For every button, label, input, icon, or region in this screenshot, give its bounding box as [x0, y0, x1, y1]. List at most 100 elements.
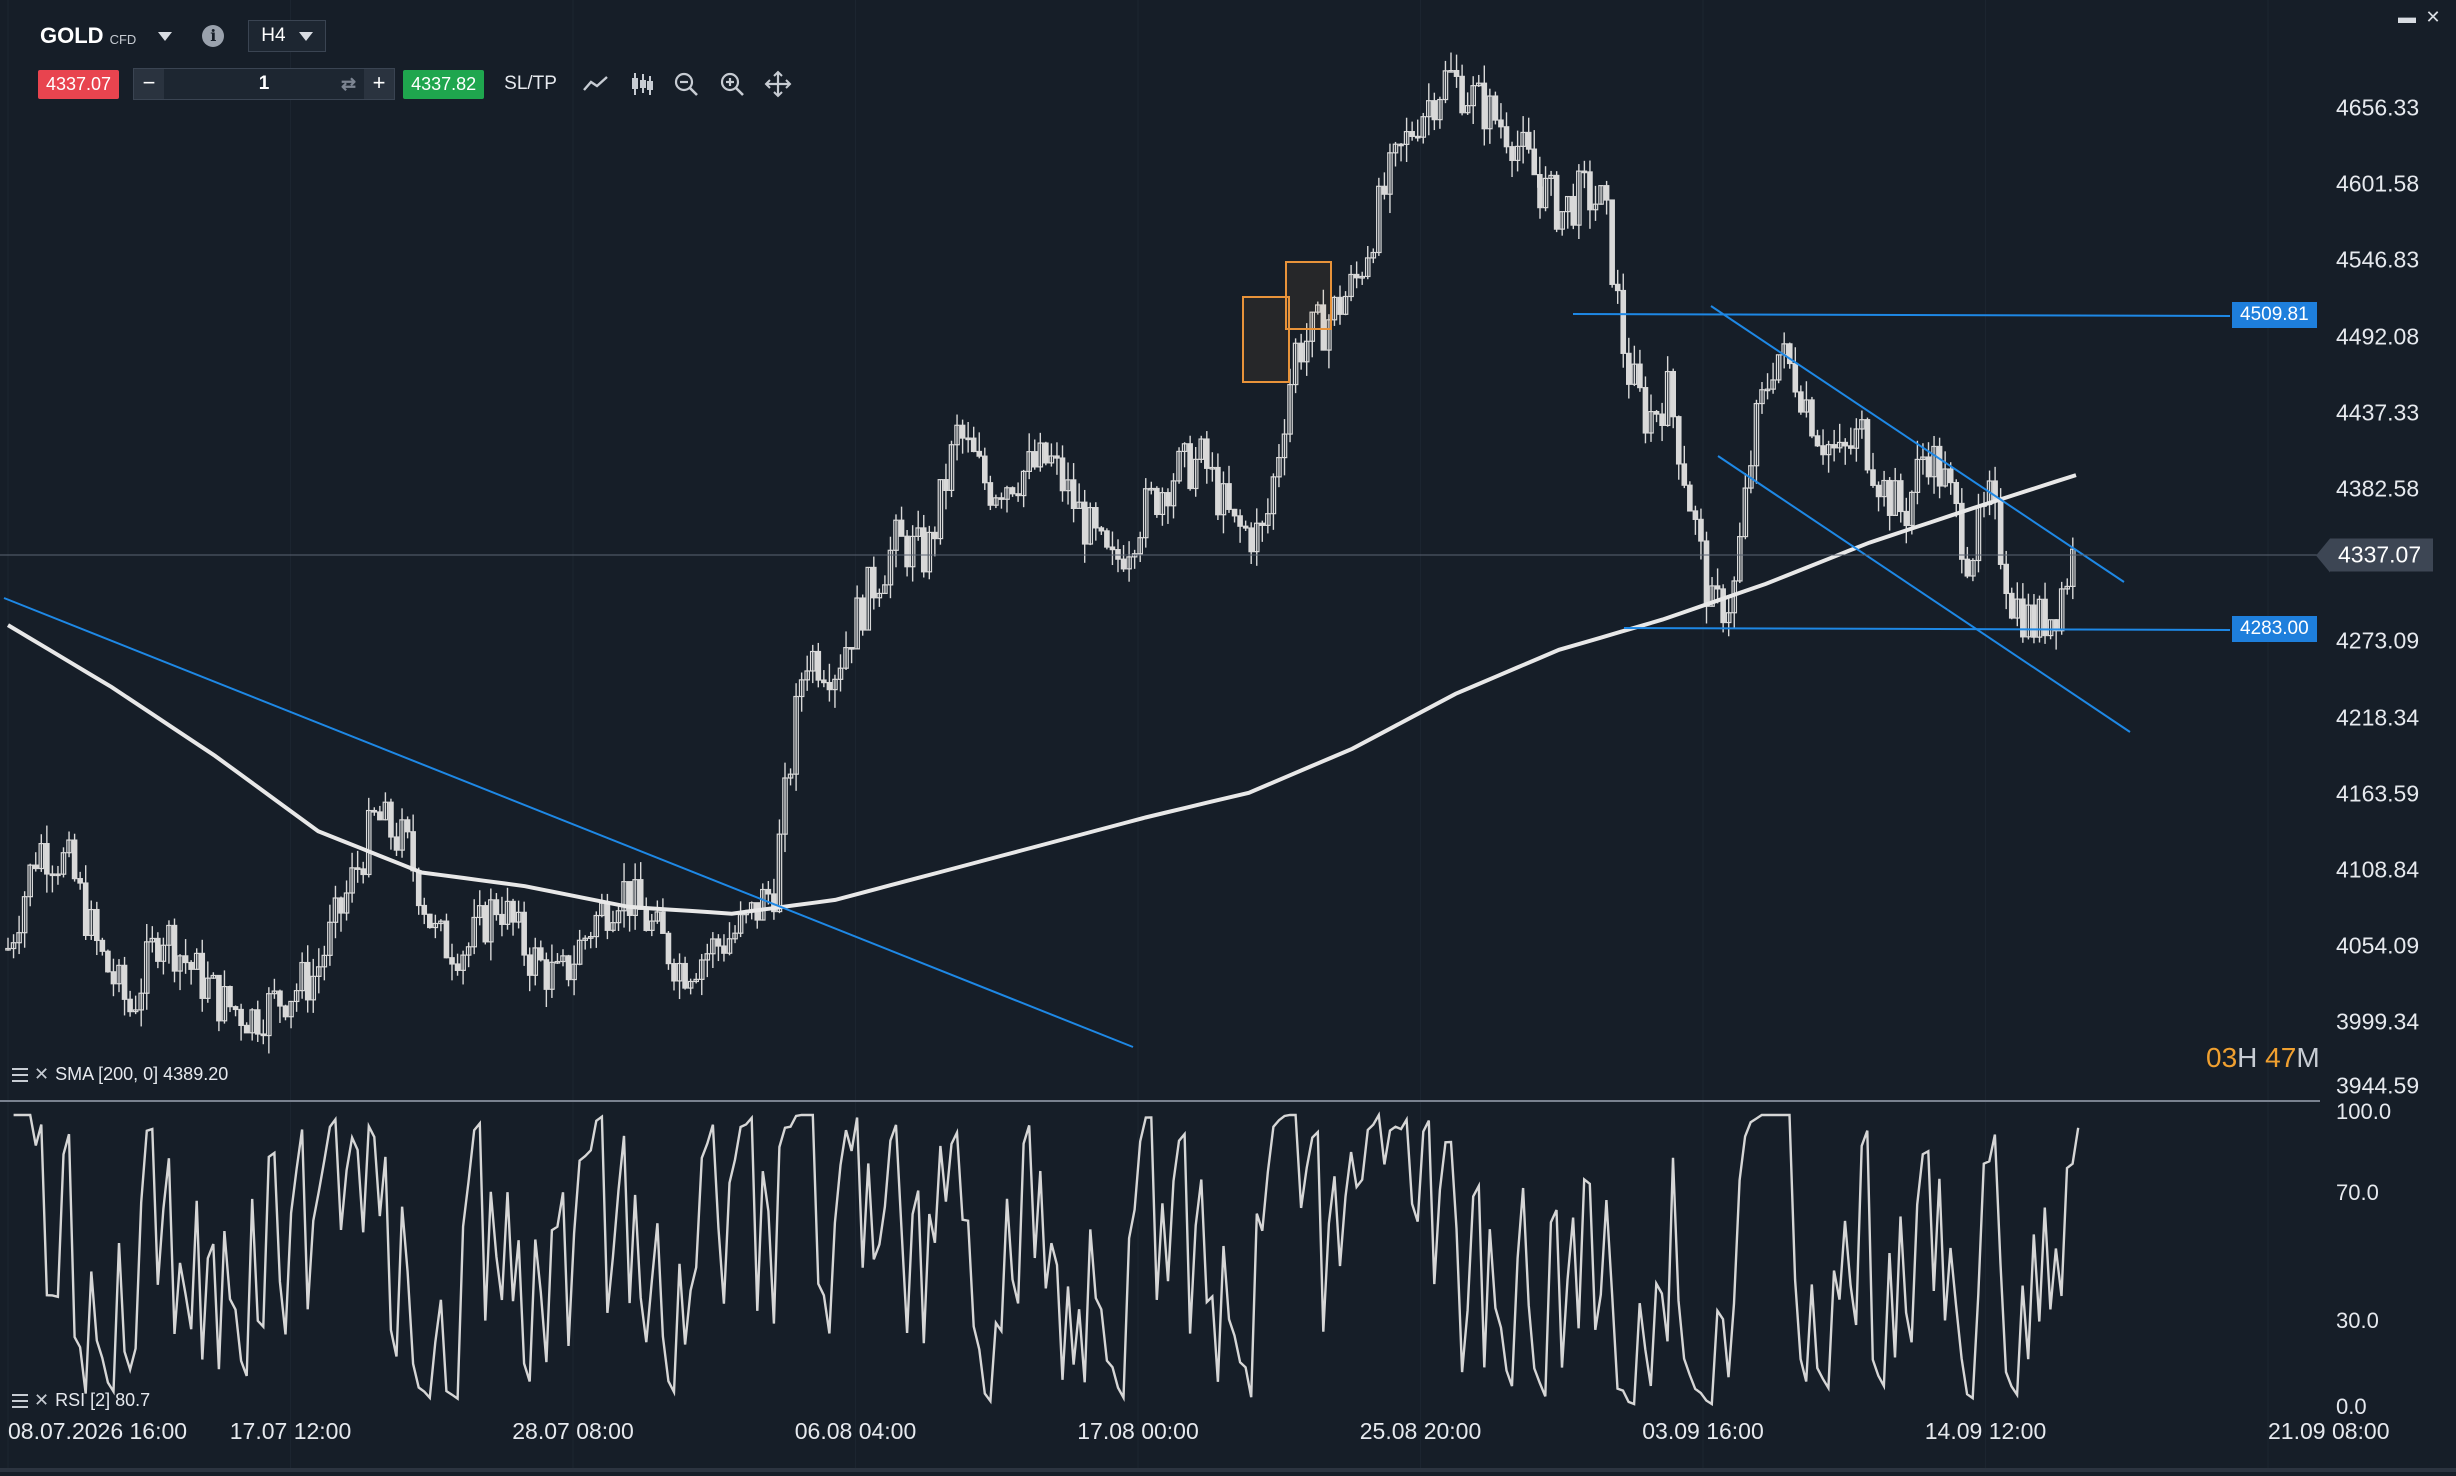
quantity-input[interactable]: 1 ⇄ — [164, 69, 364, 99]
candle-body — [1525, 131, 1532, 150]
candle-body — [432, 922, 439, 929]
candle-body — [249, 1009, 256, 1034]
candle-body — [981, 455, 988, 484]
candle-body — [1043, 442, 1049, 464]
candle-body — [2053, 619, 2059, 632]
swap-icon[interactable]: ⇄ — [340, 74, 357, 94]
candle-body — [515, 911, 522, 923]
candle-body — [465, 946, 472, 956]
candle-body — [2058, 588, 2065, 632]
increase-button[interactable]: + — [364, 69, 395, 99]
sltp-button[interactable]: SL/TP — [504, 73, 557, 94]
candle-body — [316, 966, 322, 977]
candle-body — [182, 955, 189, 964]
candle-body — [1259, 522, 1266, 526]
candle-body — [1054, 455, 1060, 459]
minimize-icon[interactable]: ▬ — [2398, 7, 2416, 27]
caret-down-icon[interactable] — [158, 31, 173, 41]
level-marker-lower[interactable]: 4283.00 — [2232, 616, 2317, 642]
candle-body — [21, 896, 28, 934]
candle-body — [593, 914, 600, 938]
candle-body — [2003, 563, 2010, 595]
candle-body — [837, 667, 844, 680]
candle-body — [2047, 619, 2054, 637]
timeframe-value: H4 — [261, 25, 286, 46]
candle-body — [926, 531, 933, 573]
quantity-stepper[interactable]: − 1 ⇄ + — [133, 68, 396, 100]
sell-button[interactable]: 4337.07 — [38, 69, 120, 99]
candle-body — [1370, 251, 1377, 259]
candle-body — [1425, 100, 1432, 118]
candle-body — [393, 836, 400, 851]
highlight-box — [1285, 261, 1332, 330]
candle-body — [499, 913, 505, 925]
crosshair-icon[interactable] — [763, 69, 793, 99]
candle-body — [965, 437, 971, 441]
candle-body — [1759, 389, 1765, 405]
candle-body — [1226, 483, 1232, 510]
candle-body — [1553, 174, 1560, 230]
candle-body — [1798, 391, 1804, 413]
close-icon[interactable]: ✕ — [2425, 7, 2441, 27]
candle-body — [1037, 442, 1044, 468]
candle-body — [1637, 363, 1643, 389]
candle-body — [1020, 470, 1027, 497]
candle-body — [216, 974, 222, 1022]
candle-body — [93, 908, 100, 942]
candle-body — [1709, 585, 1715, 607]
window-controls: ▬ ✕ — [2398, 8, 2442, 26]
candle-body — [998, 497, 1005, 500]
candle-body — [671, 962, 677, 982]
level-marker-upper[interactable]: 4509.81 — [2232, 302, 2317, 328]
candle-body — [1431, 100, 1438, 121]
timeframe-select[interactable]: H4 — [248, 20, 327, 52]
sma-200-line — [6, 473, 2077, 916]
candle-body — [1209, 466, 1216, 470]
buy-button[interactable]: 4337.82 — [403, 69, 485, 99]
candle-body — [698, 959, 705, 980]
zoom-out-icon[interactable] — [671, 69, 701, 99]
info-icon[interactable]: i — [202, 25, 225, 47]
symbol-name[interactable]: GOLD — [40, 23, 104, 48]
menu-icon[interactable] — [12, 1393, 28, 1408]
candle-body — [1836, 441, 1843, 449]
candle-body — [510, 900, 516, 923]
candle-body — [648, 920, 655, 931]
candle-body — [266, 993, 272, 1037]
remove-icon[interactable]: ✕ — [34, 1064, 50, 1084]
candle-body — [865, 566, 872, 631]
decrease-button[interactable]: − — [134, 69, 165, 99]
sma-indicator-label[interactable]: ✕ SMA [200, 0] 4389.20 — [12, 1064, 228, 1085]
drawn-trendlines[interactable] — [3, 305, 2231, 1048]
candle-body — [238, 1008, 244, 1027]
candle-body — [1148, 487, 1155, 491]
chevron-down-icon — [299, 31, 314, 41]
candle-body — [2008, 592, 2015, 619]
candle-body — [587, 936, 594, 939]
candle-body — [898, 519, 905, 537]
line-chart-icon[interactable] — [581, 69, 611, 99]
candle-body — [798, 679, 805, 698]
candle-body — [1337, 296, 1343, 315]
remove-icon[interactable]: ✕ — [34, 1390, 50, 1410]
candle-body — [71, 839, 78, 880]
candle-body — [1953, 481, 1960, 505]
candle-body — [1537, 186, 1543, 209]
candle-body — [382, 801, 389, 821]
candlestick-series — [5, 52, 2076, 1054]
menu-icon[interactable] — [12, 1067, 28, 1082]
candle-body — [310, 975, 317, 1001]
zoom-in-icon[interactable] — [717, 69, 747, 99]
candle-body — [1842, 441, 1849, 447]
candle-body — [1414, 135, 1421, 139]
candle-body — [299, 961, 305, 992]
rsi-indicator-label[interactable]: ✕ RSI [2] 80.7 — [12, 1390, 150, 1411]
rsi-tick-label: 30.0 — [2336, 1308, 2379, 1333]
candle-body — [66, 839, 72, 854]
candlestick-icon[interactable] — [627, 69, 657, 99]
time-tick-label: 14.09 12:00 — [1924, 1418, 2047, 1444]
candle-body — [1609, 199, 1615, 285]
candle-body — [410, 831, 416, 872]
candle-body — [1109, 546, 1116, 551]
